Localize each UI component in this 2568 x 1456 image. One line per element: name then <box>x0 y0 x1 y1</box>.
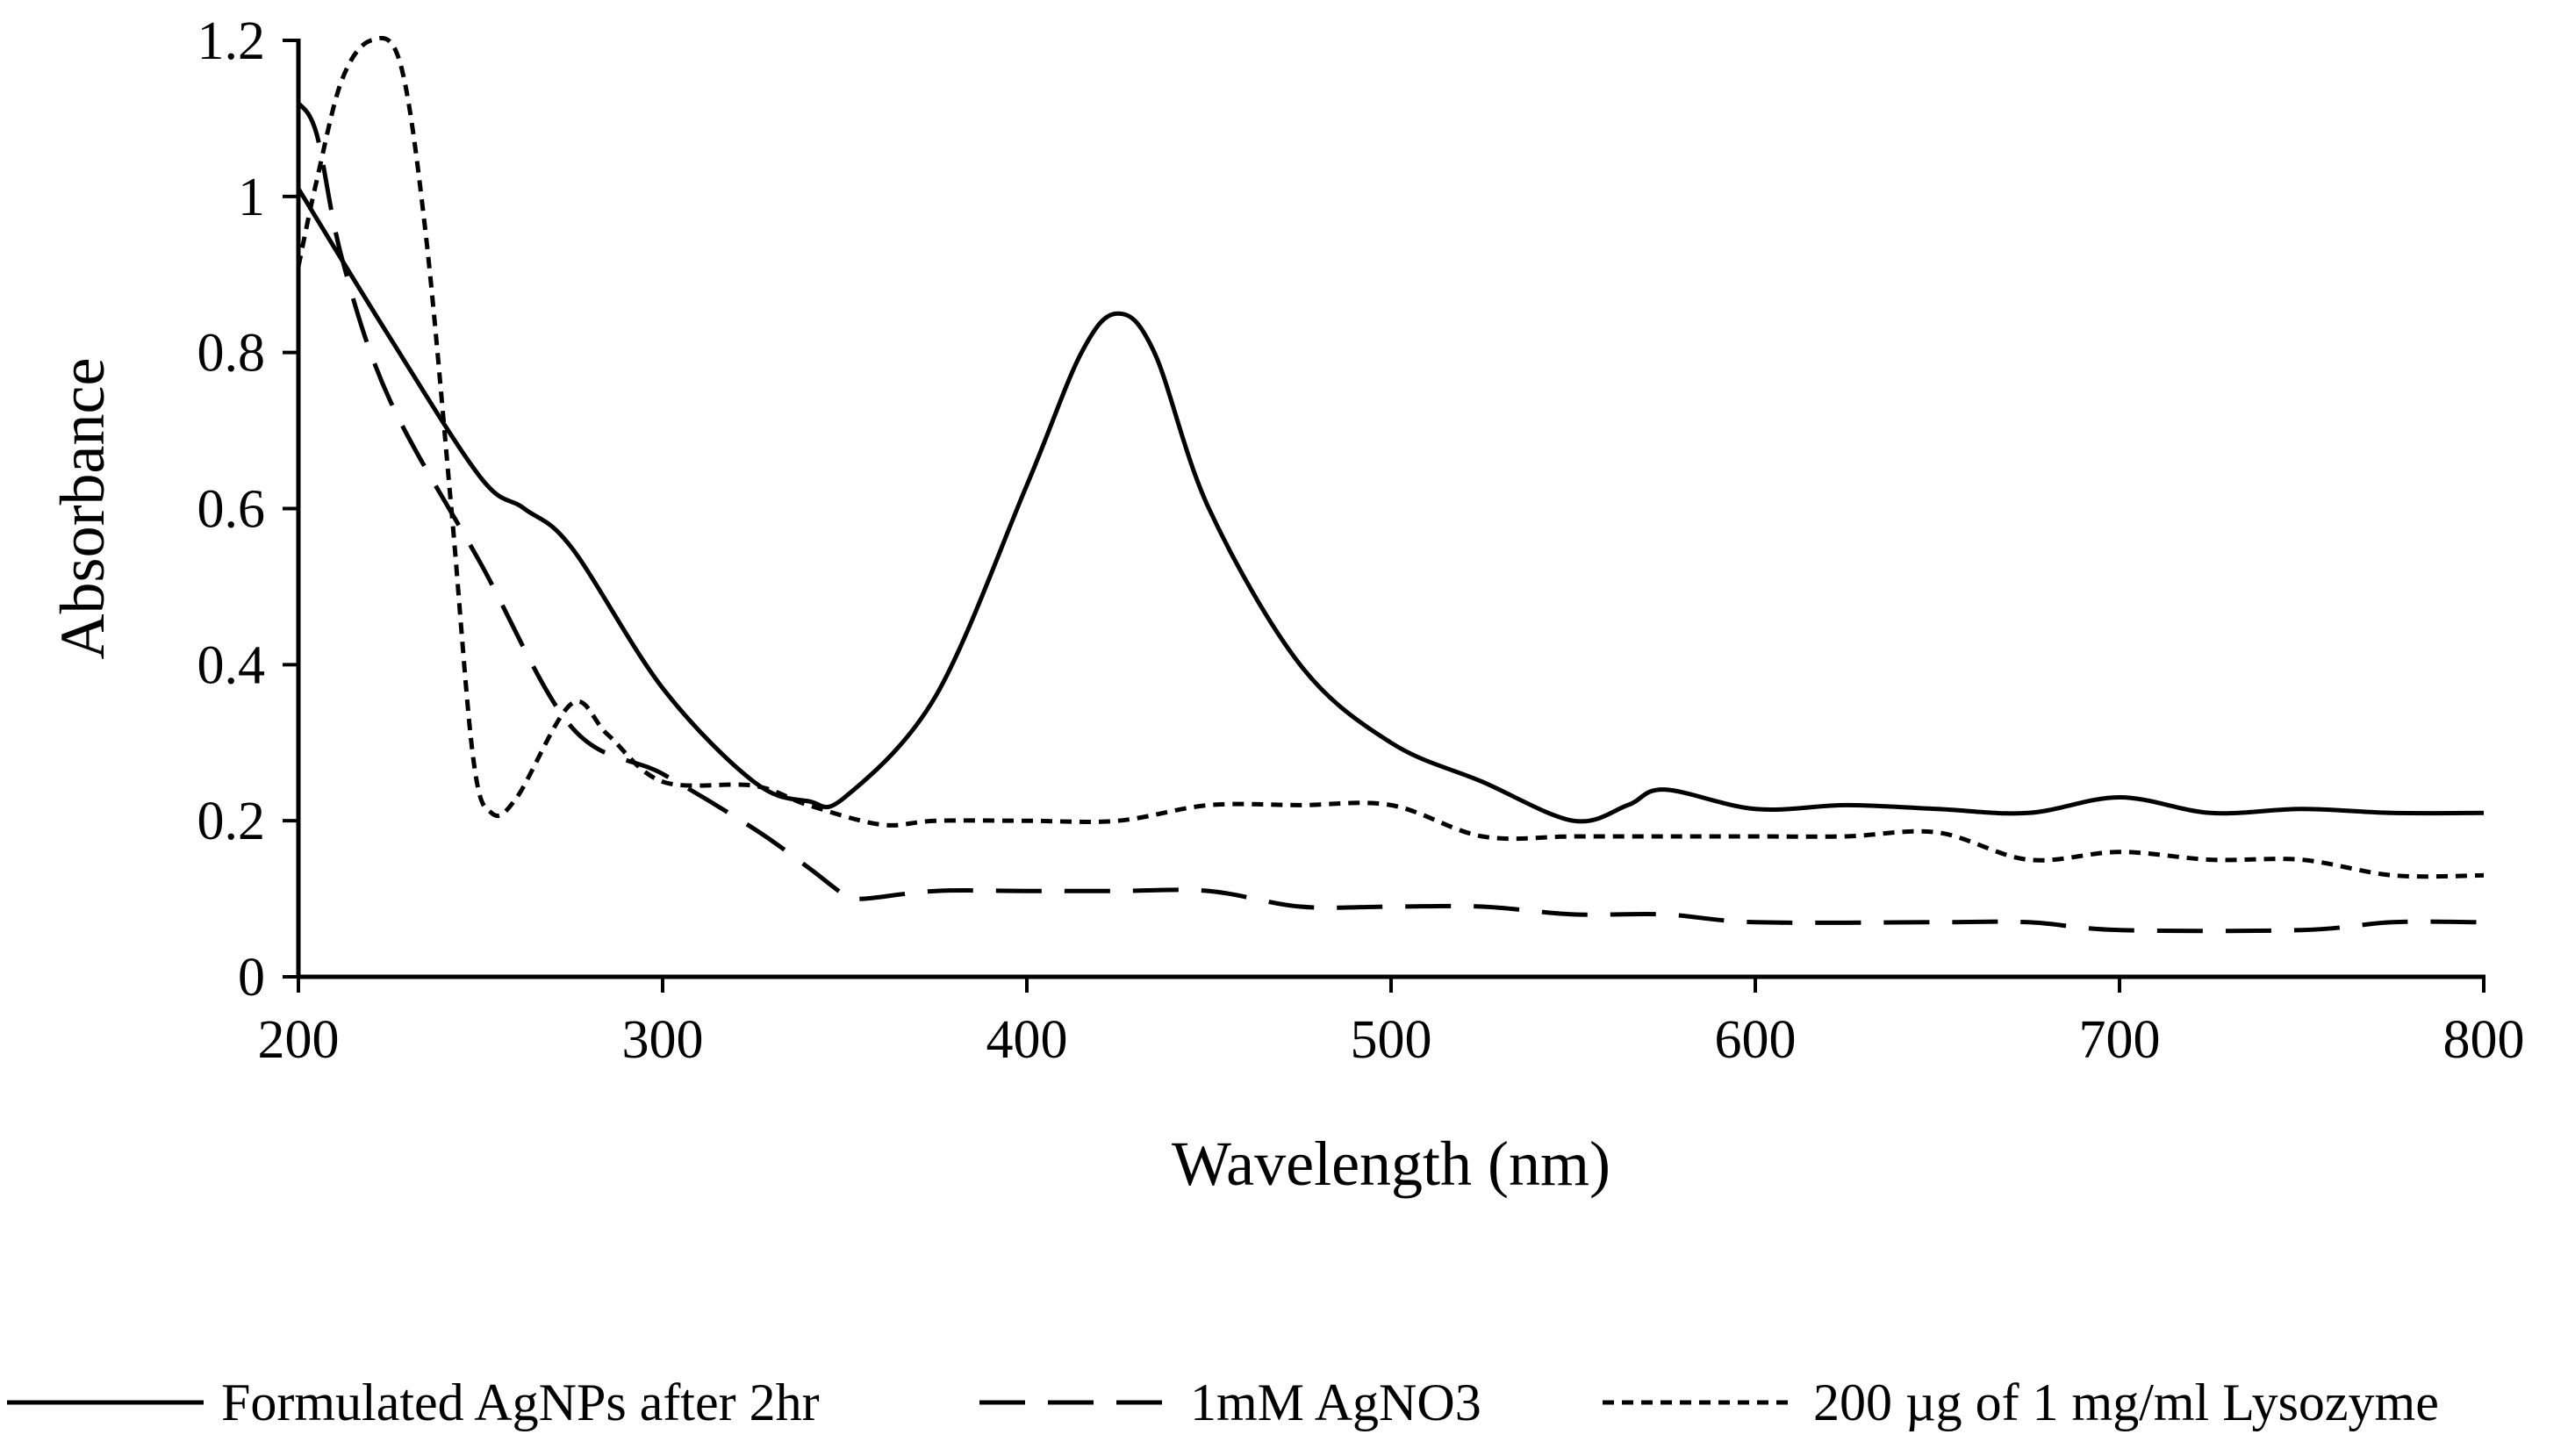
x-tick-label: 400 <box>986 1010 1068 1070</box>
y-axis-title: Absorbance <box>47 358 118 660</box>
x-tick-label: 300 <box>622 1010 704 1070</box>
y-tick-label: 0.8 <box>197 324 266 384</box>
x-tick-label: 800 <box>2443 1010 2525 1070</box>
x-tick-label: 500 <box>1351 1010 1432 1070</box>
axes: 0 0.2 0.4 0.6 0.8 1 1.2 200 300 400 500 600 700 800 <box>197 11 2525 1070</box>
y-tick-label: 0.6 <box>197 480 266 540</box>
x-tick-label: 700 <box>2079 1010 2161 1070</box>
y-tick-label: 1 <box>238 168 265 227</box>
y-tick-label: 1.2 <box>197 11 266 71</box>
series-line-1 <box>296 187 2485 824</box>
series-line-3 <box>296 35 2485 879</box>
x-tick-label: 600 <box>1715 1010 1797 1070</box>
y-tick-label: 0.2 <box>197 792 266 851</box>
x-tick-label: 200 <box>258 1010 340 1070</box>
legend-label-3: 200 µg of 1 mg/ml Lysozyme <box>1813 1374 2439 1431</box>
x-axis-title: Wavelength (nm) <box>1172 1129 1610 1199</box>
legend: Formulated AgNPs after 2hr 1mM AgNO3 200 µ… <box>7 1374 2439 1431</box>
series-line-2 <box>296 101 2485 934</box>
y-tick-label: 0 <box>238 948 265 1008</box>
plot-area <box>296 35 2485 934</box>
y-tick-label: 0.4 <box>197 635 266 695</box>
legend-label-1: Formulated AgNPs after 2hr <box>221 1374 820 1431</box>
legend-label-2: 1mM AgNO3 <box>1190 1374 1481 1431</box>
